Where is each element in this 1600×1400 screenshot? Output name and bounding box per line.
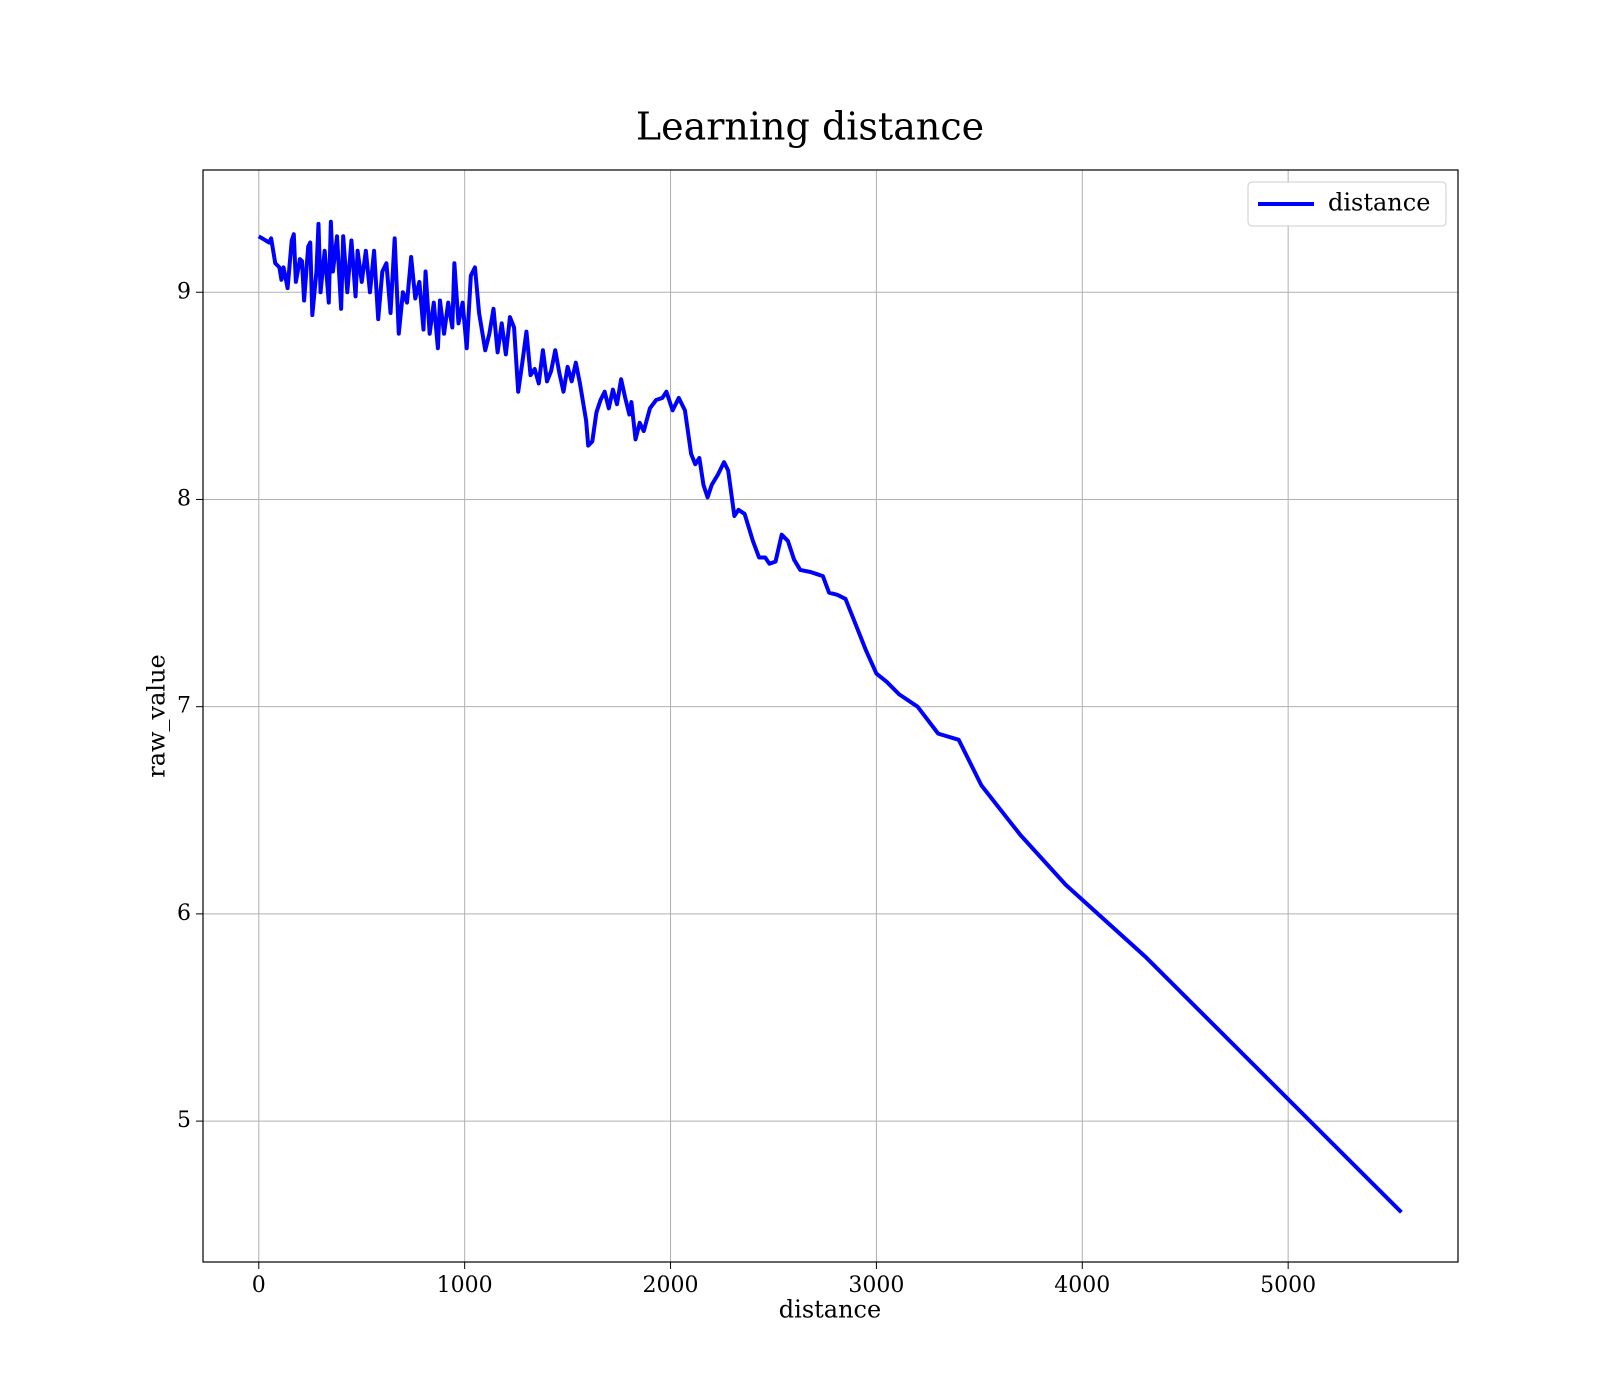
chart-title: Learning distance xyxy=(636,105,984,149)
x-tick-label: 2000 xyxy=(643,1273,699,1298)
legend-label: distance xyxy=(1328,189,1430,217)
x-tick-label: 5000 xyxy=(1260,1273,1316,1298)
y-tick-label: 8 xyxy=(177,486,191,511)
data-line xyxy=(257,219,1403,1214)
y-tick-label: 9 xyxy=(177,279,191,304)
x-tick-label: 0 xyxy=(252,1273,266,1298)
x-tick-label: 4000 xyxy=(1054,1273,1110,1298)
y-tick-label: 5 xyxy=(177,1108,191,1133)
legend-box xyxy=(1247,181,1447,227)
y-tick-label: 6 xyxy=(177,901,191,926)
y-axis-label: raw_value xyxy=(143,654,171,778)
x-tick-label: 3000 xyxy=(848,1273,904,1298)
x-tick-label: 1000 xyxy=(437,1273,493,1298)
plot-frame xyxy=(202,169,1459,1263)
x-axis-label: distance xyxy=(779,1296,881,1324)
y-tick-label: 7 xyxy=(177,694,191,719)
